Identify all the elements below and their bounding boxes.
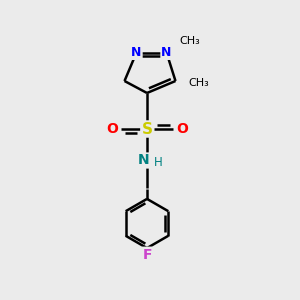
Text: O: O (176, 122, 188, 136)
Text: CH₃: CH₃ (179, 36, 200, 46)
Text: S: S (142, 122, 152, 136)
Text: N: N (138, 154, 150, 167)
Text: F: F (142, 248, 152, 262)
Text: H: H (154, 156, 163, 170)
Text: N: N (131, 46, 142, 59)
Text: CH₃: CH₃ (188, 77, 209, 88)
Text: O: O (106, 122, 118, 136)
Text: N: N (161, 46, 172, 59)
